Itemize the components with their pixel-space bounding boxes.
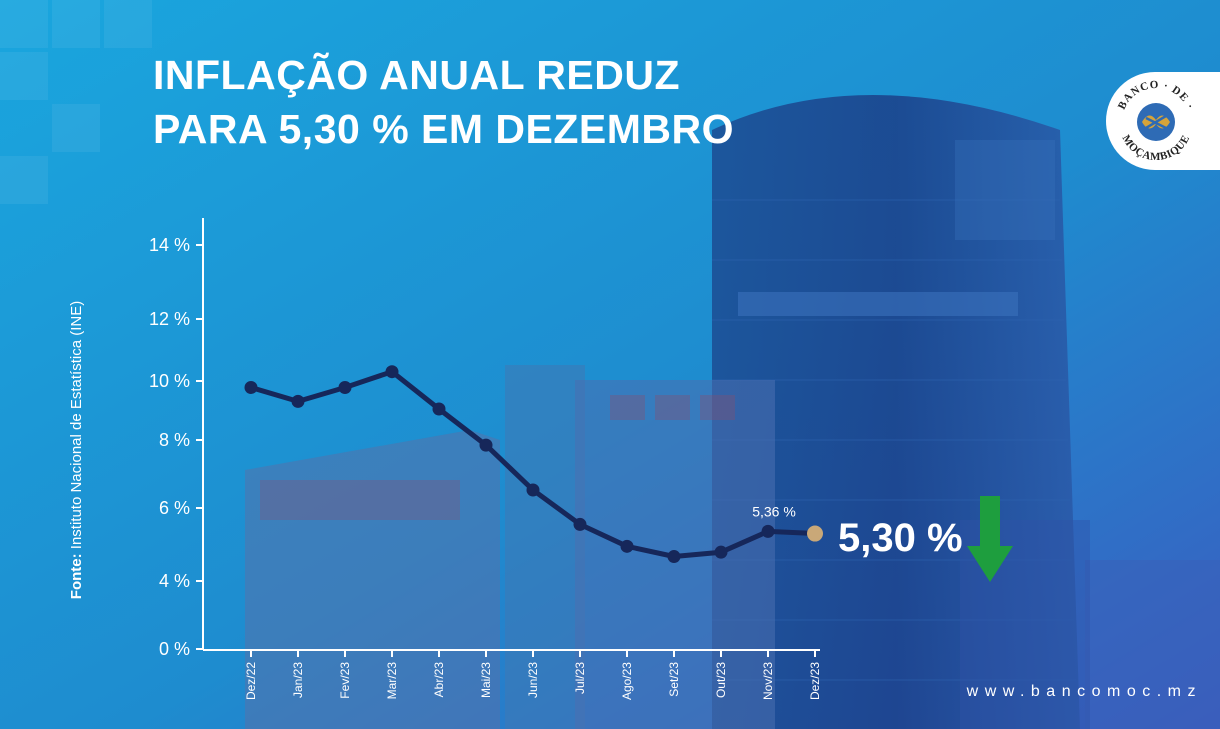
bank-logo: BANCO · DE · MOÇAMBIQUE: [1106, 72, 1220, 170]
data-point: [761, 524, 775, 538]
data-label: 5,36 %: [752, 503, 796, 519]
series-line: [250, 369, 816, 559]
data-point: [432, 402, 446, 416]
y-tick-label: 4 %: [159, 571, 190, 591]
page-title-line-2: PARA 5,30 % EM DEZEMBRO: [153, 106, 735, 152]
arrow-down-icon: [967, 496, 1013, 582]
y-tick-label: 8 %: [159, 430, 190, 450]
x-tick-label: Ago/23: [620, 662, 634, 700]
x-tick-label: Nov/23: [761, 662, 775, 700]
y-tick-label: 10 %: [149, 371, 190, 391]
x-tick-label: Fev/23: [338, 662, 352, 699]
x-tick-label: Abr/23: [432, 662, 446, 698]
x-tick-label: Mai/23: [479, 662, 493, 698]
y-tick-label: 14 %: [149, 235, 190, 255]
data-point: [291, 394, 305, 408]
y-tick-label: 12 %: [149, 309, 190, 329]
data-point: [479, 438, 493, 452]
data-point: [667, 550, 681, 564]
y-tick-label: 6 %: [159, 498, 190, 518]
x-tick-label: Mar/23: [385, 662, 399, 700]
data-point: [714, 545, 728, 559]
data-point: [244, 380, 258, 394]
source-text: Instituto Nacional de Estatística (INE): [68, 300, 85, 550]
source-label: Fonte:: [68, 553, 85, 600]
x-tick-label: Jan/23: [291, 662, 305, 698]
y-tick-label: 0 %: [159, 639, 190, 659]
x-tick-label: Dez/23: [808, 662, 822, 700]
website-url: www.bancomoc.mz: [966, 683, 1202, 700]
x-tick-label: Jul/23: [573, 662, 587, 694]
data-point: [620, 539, 634, 553]
bank-seal-icon: BANCO · DE · MOÇAMBIQUE: [1116, 79, 1196, 163]
page-title-line-1: INFLAÇÃO ANUAL REDUZ: [153, 52, 681, 98]
x-tick-label: Jun/23: [526, 662, 540, 698]
x-tick-label: Set/23: [667, 662, 681, 697]
data-point: [573, 517, 587, 531]
data-point: [526, 483, 540, 497]
highlight-value: 5,30 %: [838, 516, 963, 560]
x-tick-label: Out/23: [714, 662, 728, 698]
data-point: [338, 380, 352, 394]
data-point-latest: [807, 525, 823, 542]
x-tick-label: Dez/22: [244, 662, 258, 700]
source-note: Fonte: Instituto Nacional de Estatística…: [68, 270, 88, 630]
data-point: [385, 365, 399, 379]
